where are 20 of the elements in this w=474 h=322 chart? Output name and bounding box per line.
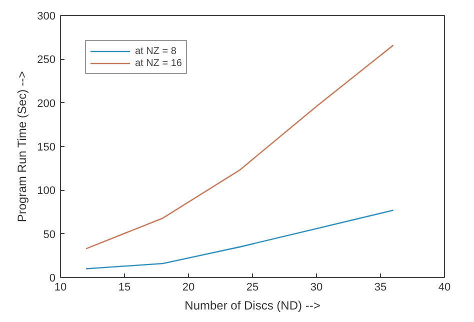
y-tick-label: 0: [49, 272, 56, 284]
line-series: [85, 210, 394, 270]
legend-label: at NZ = 16: [135, 57, 182, 69]
x-tick-label: 25: [246, 282, 259, 294]
y-tick-label: 300: [37, 10, 56, 22]
y-tick-label: 200: [37, 98, 56, 110]
x-tick-label: 15: [118, 282, 131, 294]
x-tick-label: 30: [310, 282, 323, 294]
x-tick-label: 35: [374, 282, 387, 294]
y-tick-label: 250: [37, 54, 56, 66]
y-axis-title: Program Run Time (Sec) -->: [15, 71, 30, 222]
y-tick-label: 50: [43, 228, 56, 241]
legend-label: at NZ = 8: [135, 45, 176, 57]
y-tick-label: 100: [37, 185, 56, 198]
x-axis-title: Number of Discs (ND) -->: [184, 298, 320, 312]
x-tick-label: 20: [182, 282, 195, 294]
x-tick-label: 10: [54, 282, 67, 294]
y-tick-label: 150: [37, 142, 56, 154]
line-series: [85, 44, 394, 250]
x-tick-label: 40: [438, 282, 451, 294]
